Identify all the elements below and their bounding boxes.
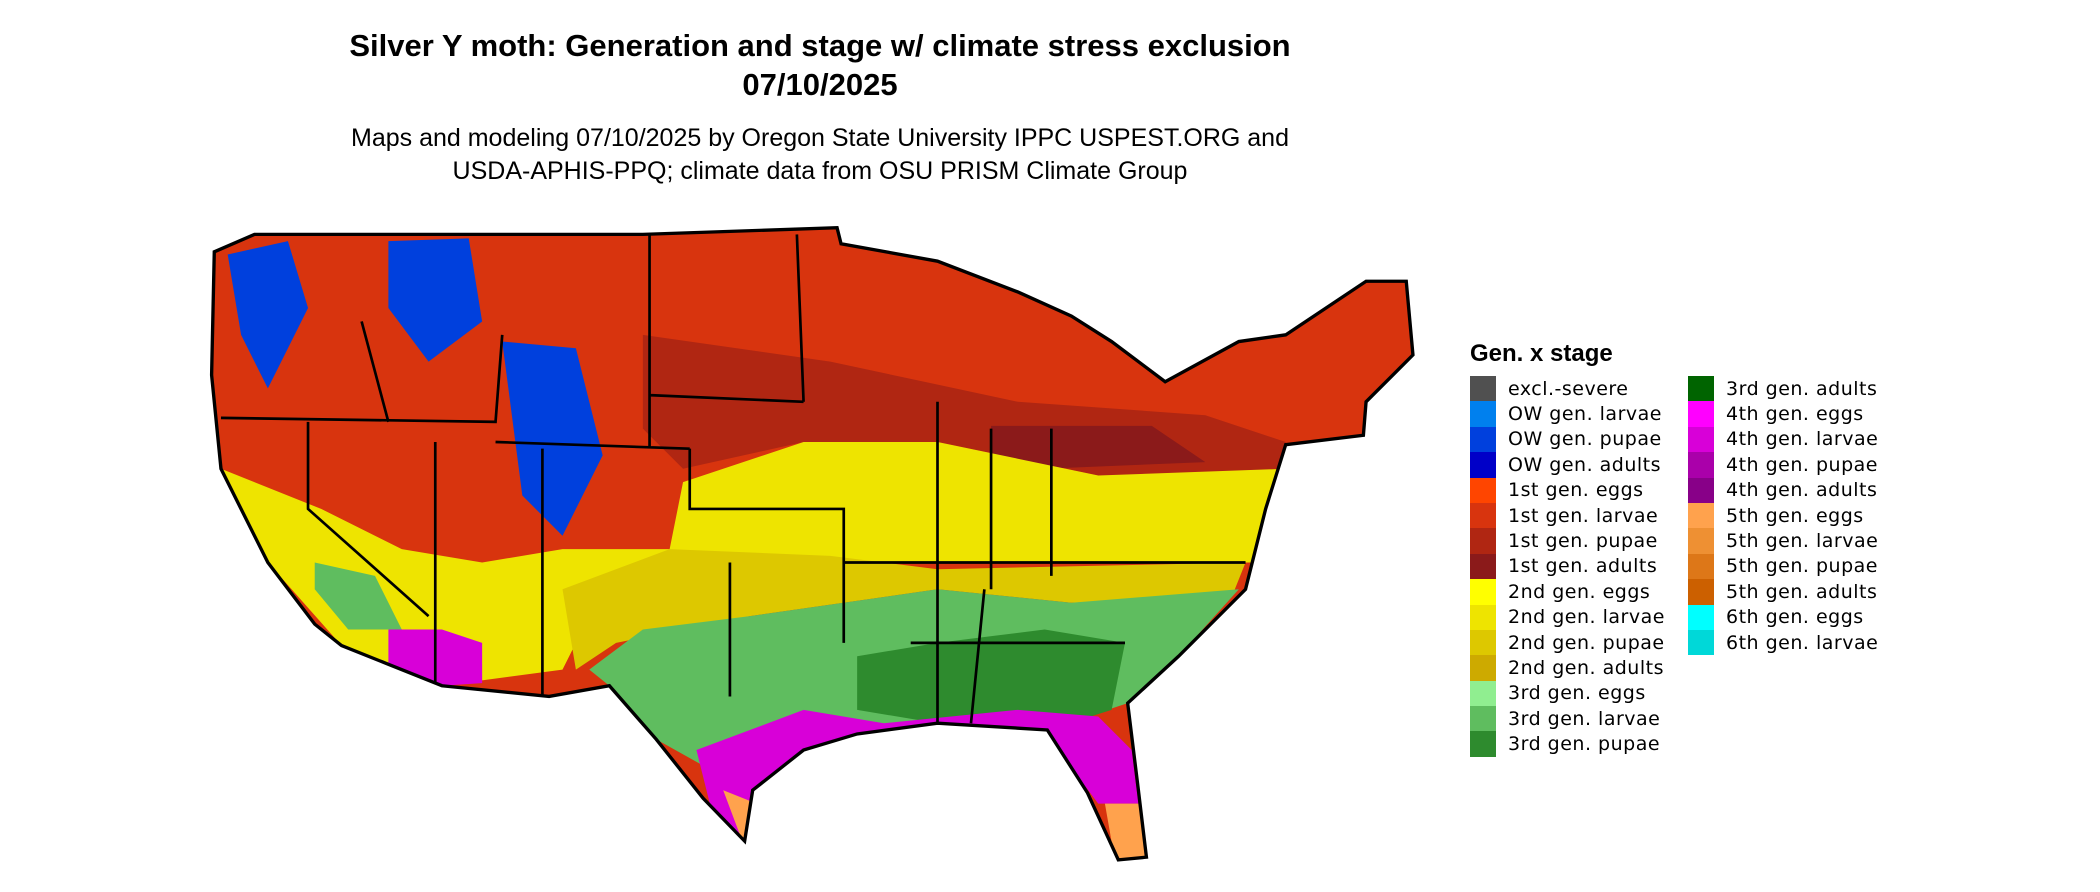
legend-swatch bbox=[1688, 426, 1714, 453]
legend-column-2: 3rd gen. adults 4th gen. eggs 4th gen. lar… bbox=[1688, 376, 1906, 757]
legend-item: 4th gen. eggs bbox=[1688, 401, 1906, 427]
region-3rd-gen-adults bbox=[857, 629, 1125, 730]
legend-swatch bbox=[1470, 502, 1496, 529]
legend-item: 5th gen. eggs bbox=[1688, 502, 1906, 529]
legend-label: 1st gen. larvae bbox=[1508, 504, 1659, 527]
legend-label: 1st gen. adults bbox=[1508, 555, 1658, 578]
legend-swatch bbox=[1470, 426, 1496, 453]
legend-swatch bbox=[1470, 629, 1496, 656]
region-3rd-gen-larvae-ca bbox=[314, 562, 402, 630]
legend-swatch bbox=[1688, 477, 1714, 503]
legend-label: 1st gen. eggs bbox=[1508, 479, 1644, 502]
legend-swatch bbox=[1688, 579, 1714, 605]
map-title-line1: Silver Y moth: Generation and stage w/ c… bbox=[349, 28, 1291, 63]
legend-label: 4th gen. adults bbox=[1726, 479, 1878, 502]
legend-swatch bbox=[1688, 629, 1714, 656]
region-2nd-gen-pupae bbox=[562, 549, 1246, 670]
legend-item: 6th gen. larvae bbox=[1688, 629, 1906, 656]
legend-item: 1st gen. adults bbox=[1470, 553, 1688, 580]
legend-item: 2nd gen. pupae bbox=[1470, 629, 1688, 656]
legend-swatch bbox=[1688, 502, 1714, 529]
subtitle-line1: Maps and modeling 07/10/2025 by Oregon S… bbox=[351, 124, 1289, 152]
legend-swatch bbox=[1470, 680, 1496, 707]
legend-label: 2nd gen. eggs bbox=[1508, 580, 1651, 603]
legend-column-1: excl.-severe OW gen. larvae OW gen. pupae O… bbox=[1470, 376, 1688, 757]
legend-label: 3rd gen. pupae bbox=[1508, 733, 1661, 756]
map-title: Silver Y moth: Generation and stage w/ c… bbox=[220, 26, 1420, 104]
region-4th-gen-larvae bbox=[696, 709, 1139, 842]
legend-item: OW gen. pupae bbox=[1470, 426, 1688, 453]
legend-swatch bbox=[1470, 655, 1496, 681]
legend-item: 3rd gen. eggs bbox=[1470, 680, 1688, 707]
legend-item: 5th gen. adults bbox=[1688, 579, 1906, 605]
legend-item: excl.-severe bbox=[1470, 376, 1688, 402]
legend-swatch bbox=[1470, 376, 1496, 402]
legend-label: 5th gen. larvae bbox=[1726, 530, 1879, 553]
map-subtitle: Maps and modeling 07/10/2025 by Oregon S… bbox=[220, 122, 1420, 188]
legend-swatch bbox=[1470, 401, 1496, 427]
legend-item: OW gen. larvae bbox=[1470, 401, 1688, 427]
legend-items: excl.-severe OW gen. larvae OW gen. pupae O… bbox=[1470, 376, 1906, 757]
legend-item: 3rd gen. adults bbox=[1688, 376, 1906, 402]
legend-item: 2nd gen. adults bbox=[1470, 655, 1688, 681]
legend-label: 4th gen. pupae bbox=[1726, 453, 1878, 476]
legend-label: 2nd gen. larvae bbox=[1508, 606, 1665, 629]
legend-label: 4th gen. larvae bbox=[1726, 428, 1879, 451]
legend-title: Gen. x stage bbox=[1470, 340, 1613, 367]
legend-label: 5th gen. adults bbox=[1726, 580, 1878, 603]
legend-item: OW gen. adults bbox=[1470, 452, 1688, 478]
legend-item: 1st gen. larvae bbox=[1470, 502, 1688, 529]
subtitle-line2: USDA-APHIS-PPQ; climate data from OSU PR… bbox=[452, 157, 1188, 185]
legend-swatch bbox=[1688, 452, 1714, 478]
legend-label: OW gen. larvae bbox=[1508, 403, 1662, 426]
legend-swatch bbox=[1470, 452, 1496, 478]
legend-label: 3rd gen. larvae bbox=[1508, 707, 1661, 730]
legend: Gen. x stage excl.-severe OW gen. larvae O… bbox=[1470, 340, 1906, 757]
legend-label: OW gen. adults bbox=[1508, 453, 1662, 476]
legend-swatch bbox=[1470, 706, 1496, 732]
legend-label: 5th gen. pupae bbox=[1726, 555, 1878, 578]
legend-item: 3rd gen. larvae bbox=[1470, 706, 1688, 732]
legend-swatch bbox=[1688, 553, 1714, 580]
legend-swatch bbox=[1470, 731, 1496, 757]
state-borders bbox=[209, 225, 1415, 862]
legend-item: 4th gen. adults bbox=[1688, 477, 1906, 503]
legend-swatch bbox=[1688, 528, 1714, 554]
legend-label: 6th gen. eggs bbox=[1726, 606, 1864, 629]
legend-item: 3rd gen. pupae bbox=[1470, 731, 1688, 757]
legend-item: 5th gen. larvae bbox=[1688, 528, 1906, 554]
legend-item: 2nd gen. larvae bbox=[1470, 604, 1688, 630]
legend-item: 1st gen. pupae bbox=[1470, 528, 1688, 554]
legend-item: 2nd gen. eggs bbox=[1470, 579, 1688, 605]
legend-swatch bbox=[1688, 376, 1714, 402]
region-5th-gen-eggs bbox=[723, 790, 1150, 860]
legend-swatch bbox=[1688, 604, 1714, 630]
legend-item: 5th gen. pupae bbox=[1688, 553, 1906, 580]
legend-label: 5th gen. eggs bbox=[1726, 504, 1864, 527]
legend-label: 4th gen. eggs bbox=[1726, 403, 1864, 426]
legend-swatch bbox=[1470, 477, 1496, 503]
region-1st-gen-adults bbox=[991, 425, 1206, 469]
legend-label: 3rd gen. eggs bbox=[1508, 682, 1646, 705]
legend-swatch bbox=[1470, 604, 1496, 630]
legend-label: 6th gen. larvae bbox=[1726, 631, 1879, 654]
region-ow-gen-pupae-nw bbox=[227, 238, 603, 536]
map-title-date: 07/10/2025 bbox=[742, 67, 898, 102]
legend-item: 6th gen. eggs bbox=[1688, 604, 1906, 630]
legend-label: excl.-severe bbox=[1508, 377, 1629, 400]
legend-label: OW gen. pupae bbox=[1508, 428, 1662, 451]
legend-swatch bbox=[1688, 401, 1714, 427]
legend-label: 2nd gen. adults bbox=[1508, 656, 1664, 679]
legend-label: 1st gen. pupae bbox=[1508, 530, 1658, 553]
legend-swatch bbox=[1470, 528, 1496, 554]
legend-item: 4th gen. larvae bbox=[1688, 426, 1906, 453]
legend-label: 2nd gen. pupae bbox=[1508, 631, 1665, 654]
legend-item: 4th gen. pupae bbox=[1688, 452, 1906, 478]
legend-item: 1st gen. eggs bbox=[1470, 477, 1688, 503]
legend-swatch bbox=[1470, 553, 1496, 580]
legend-swatch bbox=[1470, 579, 1496, 605]
legend-label: 3rd gen. adults bbox=[1726, 377, 1878, 400]
